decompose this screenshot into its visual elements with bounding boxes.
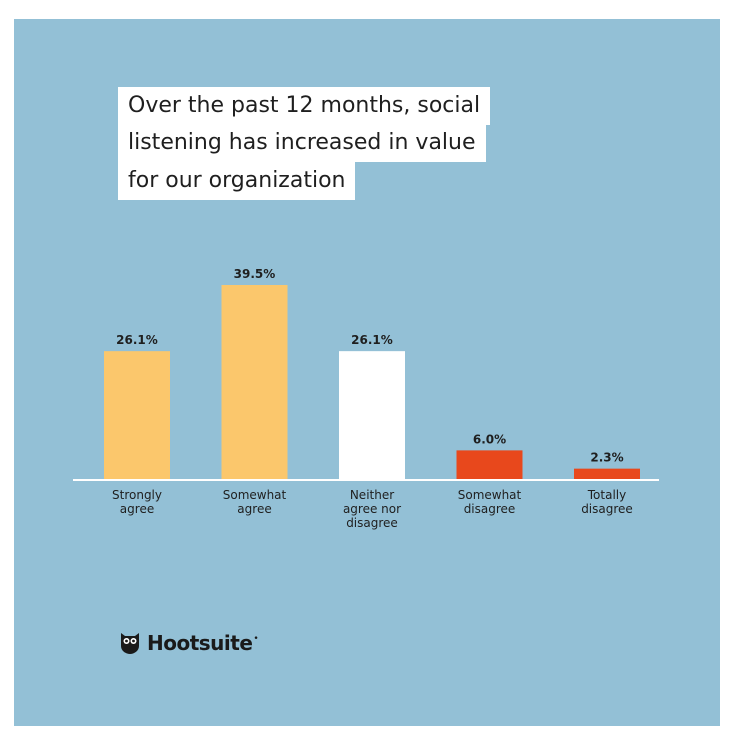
owl-icon [121,633,139,654]
bar-2 [339,351,405,480]
bar-4 [574,468,640,480]
category-label-0: Strongly agree [112,488,162,516]
category-label-1: Somewhat agree [223,488,287,516]
hootsuite-logo: Hootsuite • [119,631,259,655]
data-label-3: 6.0% [473,432,506,446]
data-label-0: 26.1% [116,333,158,347]
category-label-3: Somewhat disagree [458,488,522,516]
brand-mark: • [253,634,259,644]
bar-0 [104,351,170,480]
category-label-2: Neither agree nor disagree [343,488,401,530]
data-label-2: 26.1% [351,333,393,347]
data-label-1: 39.5% [234,267,276,281]
category-label-4: Totally disagree [581,488,633,516]
bar-1 [221,285,288,480]
brand-name: Hootsuite [147,631,253,655]
title-line-1: Over the past 12 months, social [118,87,491,125]
title-line-3: for our organization [118,162,356,200]
title-line-2: listening has increased in value [118,124,486,162]
data-label-4: 2.3% [590,451,623,465]
bar-3 [456,450,523,480]
